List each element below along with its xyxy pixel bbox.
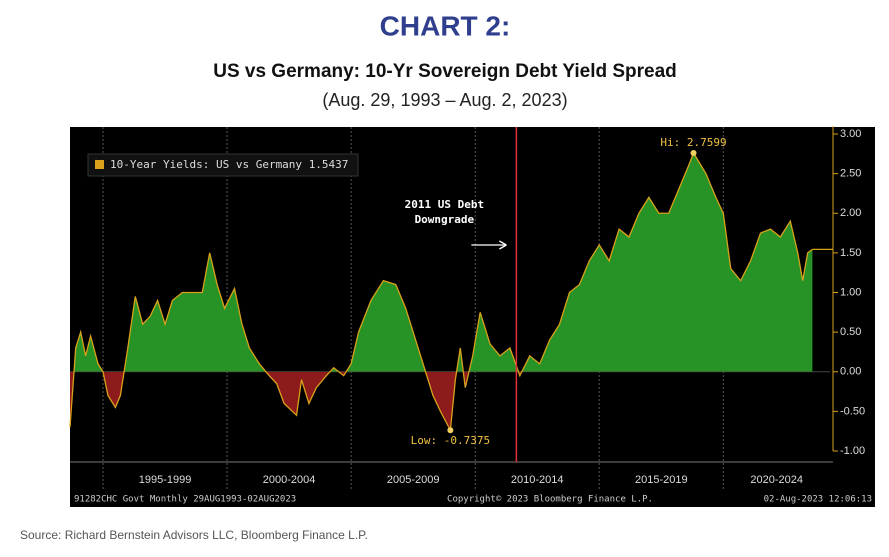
footer-left: 91282CHC Govt Monthly 29AUG1993-02AUG202… [74,495,296,505]
date-range: (Aug. 29, 1993 – Aug. 2, 2023) [322,90,567,110]
y-tick-label: 0.00 [840,366,861,378]
area-above [70,153,813,372]
event-arrowhead [499,240,507,250]
y-tick-label: 0.50 [840,326,861,338]
x-band-label: 2005-2009 [387,474,440,486]
chart-title: CHART 2: [380,10,511,41]
legend-last-value: 1.5437 [309,158,349,171]
annotation-dot [447,427,454,434]
x-band-label: 2015-2019 [635,474,688,486]
y-tick-label: -1.00 [840,445,865,457]
x-band-label: 2020-2024 [750,474,803,486]
event-label: Downgrade [415,213,475,226]
source: Source: Richard Bernstein Advisors LLC, … [20,528,368,542]
y-tick-label: 2.00 [840,207,861,219]
y-tick-label: -0.50 [840,405,865,417]
y-tick-label: 1.50 [840,247,861,259]
series-line [69,151,813,433]
chart-subtitle: US vs Germany: 10-Yr Sovereign Debt Yiel… [213,61,677,82]
legend-name: 10-Year Yields: US vs Germany [110,158,302,171]
x-band-label: 2010-2014 [511,474,564,486]
annotation-dot [690,150,697,157]
event-label: 2011 US Debt [405,198,484,211]
legend-box [87,153,359,177]
footer-right: 02-Aug-2023 12:06:13 [764,495,872,505]
legend-swatch [95,160,104,169]
y-tick-label: 3.00 [840,128,861,140]
footer-center: Copyright© 2023 Bloomberg Finance L.P. [447,495,653,505]
area-below [70,371,813,431]
y-tick-label: 2.50 [840,168,861,180]
legend-label: 10-Year Yields: US vs Germany 1.5437 [110,158,348,171]
annotation-label: Low: -0.7375 [411,434,490,447]
y-tick-label: 1.00 [840,286,861,298]
x-band-label: 2000-2004 [263,474,316,486]
x-band-label: 1995-1999 [139,474,192,486]
annotation-label: Hi: 2.7599 [660,136,726,149]
